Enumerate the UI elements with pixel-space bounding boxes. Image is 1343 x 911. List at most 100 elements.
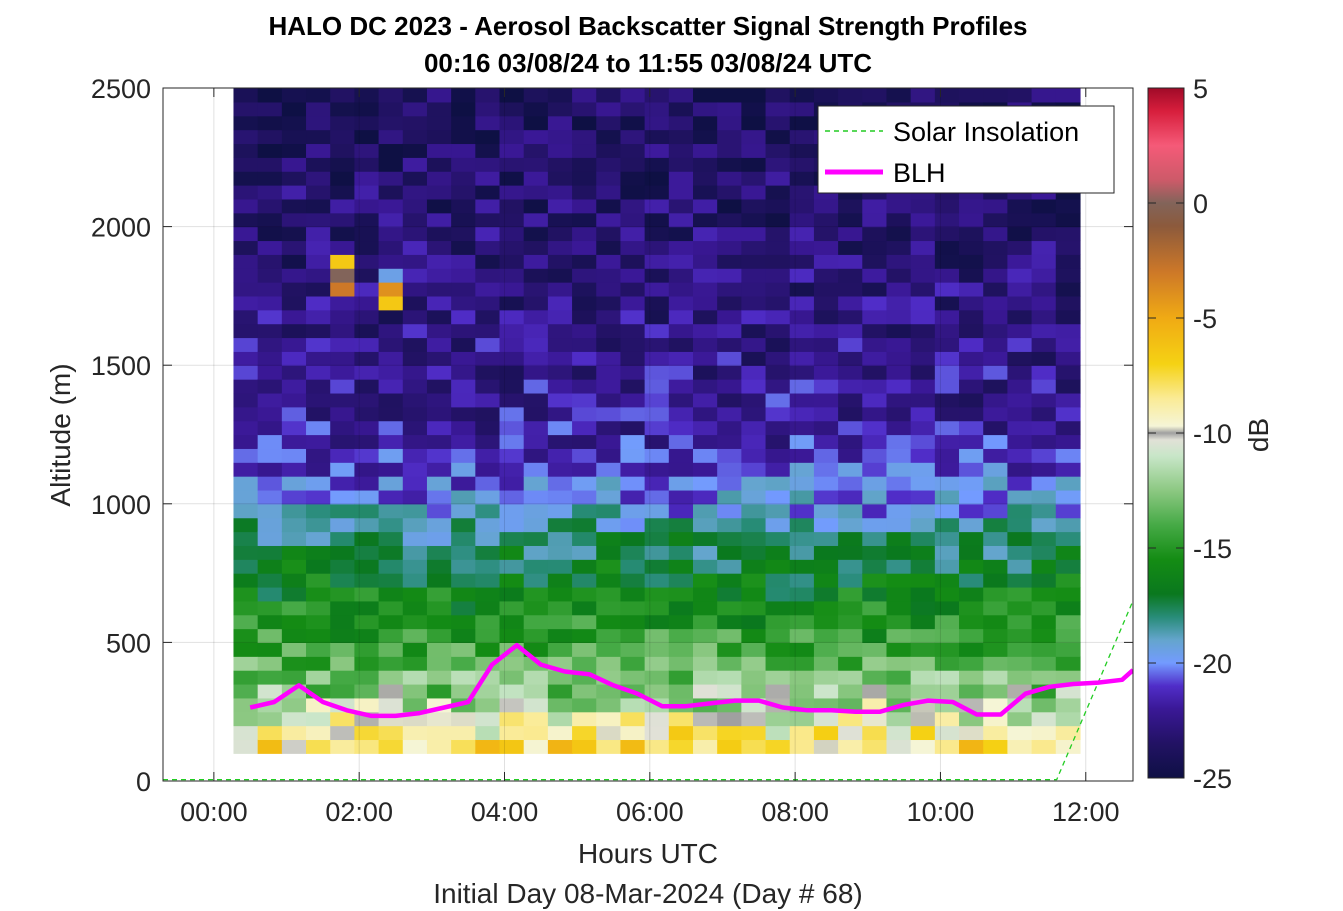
heatmap-cell bbox=[693, 129, 718, 145]
heatmap-cell bbox=[959, 406, 984, 422]
heatmap-cell bbox=[910, 212, 936, 228]
heatmap-cell bbox=[741, 628, 767, 643]
heatmap-cell bbox=[378, 198, 404, 214]
heatmap-cell bbox=[693, 337, 718, 352]
heatmap-cell bbox=[910, 670, 936, 685]
heatmap-cell bbox=[330, 254, 356, 269]
heatmap-cell bbox=[838, 295, 863, 311]
heatmap-cell bbox=[330, 656, 356, 671]
heatmap-cell bbox=[934, 628, 960, 643]
heatmap-cell bbox=[233, 323, 259, 339]
chart-subtitle: 00:16 03/08/24 to 11:55 03/08/24 UTC bbox=[424, 48, 872, 78]
heatmap-cell bbox=[572, 115, 597, 131]
heatmap-cell bbox=[426, 739, 452, 754]
heatmap-cell bbox=[983, 739, 1009, 754]
heatmap-cell bbox=[330, 503, 356, 519]
heatmap-cell bbox=[1007, 351, 1033, 366]
heatmap-cell bbox=[306, 503, 331, 519]
heatmap-cell bbox=[644, 642, 670, 657]
heatmap-cell bbox=[741, 254, 767, 269]
heatmap-cell bbox=[886, 392, 912, 408]
heatmap-cell bbox=[354, 628, 380, 643]
heatmap-cell bbox=[813, 198, 839, 214]
heatmap-cell bbox=[378, 628, 404, 643]
heatmap-cell bbox=[934, 268, 960, 283]
heatmap-cell bbox=[596, 337, 622, 352]
heatmap-cell bbox=[789, 212, 815, 228]
heatmap-cell bbox=[596, 586, 622, 602]
heatmap-cell bbox=[233, 337, 259, 352]
heatmap-cell bbox=[306, 337, 331, 352]
heatmap-cell bbox=[862, 656, 888, 671]
x-tick-label: 06:00 bbox=[616, 797, 684, 827]
heatmap-cell bbox=[1031, 517, 1057, 533]
heatmap-cell bbox=[596, 462, 622, 477]
heatmap-cell bbox=[838, 656, 863, 671]
heatmap-cell bbox=[789, 323, 815, 339]
heatmap-cell bbox=[281, 489, 307, 505]
heatmap-cell bbox=[862, 240, 888, 255]
heatmap-cell bbox=[644, 115, 670, 131]
heatmap-cell bbox=[668, 739, 694, 754]
x-axis: 00:00 02:00 04:00 06:00 08:00 10:00 12:00 bbox=[180, 88, 1120, 827]
heatmap-cell bbox=[426, 185, 452, 200]
heatmap-cell bbox=[451, 212, 476, 228]
heatmap-cell bbox=[451, 171, 476, 186]
heatmap-cell bbox=[475, 198, 501, 214]
heatmap-cell bbox=[838, 309, 863, 325]
heatmap-cell bbox=[765, 683, 791, 699]
heatmap-cell bbox=[354, 171, 380, 186]
heatmap-cell bbox=[306, 420, 331, 436]
heatmap-cell bbox=[306, 365, 331, 380]
heatmap-cell bbox=[693, 157, 718, 172]
heatmap-cell bbox=[668, 323, 694, 339]
heatmap-cell bbox=[1055, 586, 1081, 602]
heatmap-cell bbox=[378, 295, 404, 311]
heatmap-cell bbox=[402, 683, 428, 699]
heatmap-cell bbox=[402, 656, 428, 671]
heatmap-cell bbox=[620, 129, 646, 145]
heatmap-cell bbox=[934, 670, 960, 685]
colorbar-tick-label: -10 bbox=[1193, 419, 1232, 449]
heatmap-cell bbox=[620, 115, 646, 131]
heatmap-cell bbox=[741, 157, 767, 172]
heatmap-cell bbox=[813, 503, 839, 519]
heatmap-cell bbox=[644, 531, 670, 546]
heatmap-cell bbox=[693, 226, 718, 242]
heatmap-cell bbox=[983, 323, 1009, 339]
heatmap-cell bbox=[620, 171, 646, 186]
heatmap-cell bbox=[789, 240, 815, 255]
heatmap-cell bbox=[789, 462, 815, 477]
heatmap-cell bbox=[306, 101, 331, 117]
heatmap-cell bbox=[1007, 559, 1033, 574]
heatmap-cell bbox=[281, 545, 307, 560]
heatmap-cell bbox=[620, 711, 646, 727]
heatmap-cell bbox=[475, 143, 501, 158]
heatmap-cell bbox=[451, 670, 476, 685]
heatmap-cell bbox=[620, 476, 646, 491]
heatmap-cell bbox=[959, 545, 984, 560]
heatmap-cell bbox=[862, 295, 888, 311]
heatmap-cell bbox=[523, 212, 549, 228]
heatmap-cell bbox=[547, 434, 573, 449]
heatmap-cell bbox=[378, 88, 404, 103]
heatmap-cell bbox=[402, 406, 428, 422]
heatmap-cell bbox=[330, 614, 356, 630]
heatmap-cell bbox=[813, 420, 839, 436]
heatmap-cell bbox=[620, 420, 646, 436]
heatmap-cell bbox=[354, 420, 380, 436]
heatmap-cell bbox=[257, 531, 283, 546]
heatmap-cell bbox=[233, 642, 259, 657]
heatmap-cell bbox=[668, 129, 694, 145]
heatmap-cell bbox=[1055, 406, 1081, 422]
heatmap-cell bbox=[934, 683, 960, 699]
heatmap-cell bbox=[451, 157, 476, 172]
heatmap-cell bbox=[257, 642, 283, 657]
heatmap-cell bbox=[765, 392, 791, 408]
heatmap-cell bbox=[426, 240, 452, 255]
heatmap-cell bbox=[499, 143, 525, 158]
heatmap-cell bbox=[281, 462, 307, 477]
heatmap-cell bbox=[741, 531, 767, 546]
heatmap-cell bbox=[426, 406, 452, 422]
heatmap-cell bbox=[668, 434, 694, 449]
